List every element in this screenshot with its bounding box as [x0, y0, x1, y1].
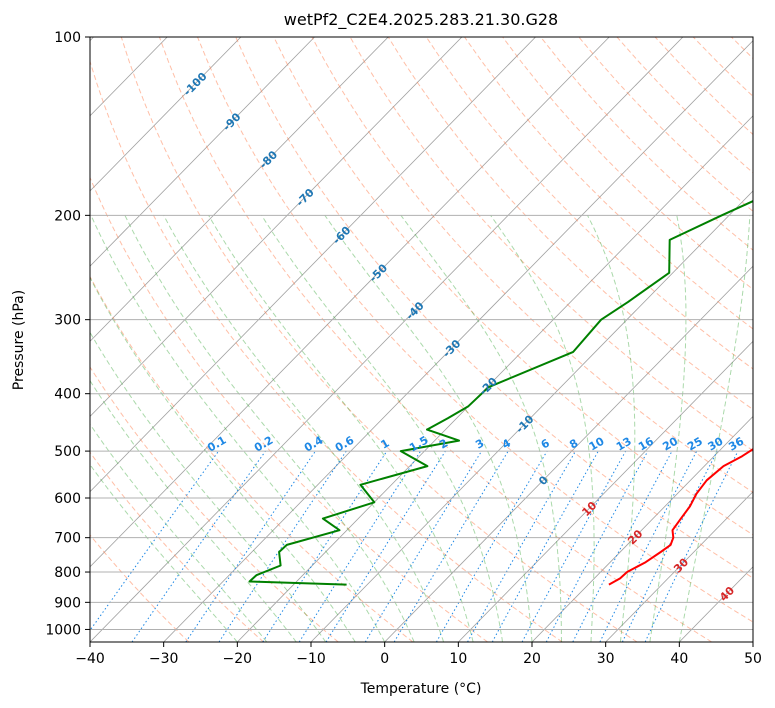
isotherm-line [531, 415, 753, 642]
y-tick-label: 100 [54, 30, 81, 46]
isotherm-line [458, 340, 753, 642]
isotherm-line [90, 37, 315, 267]
mixing-ratio-line [262, 450, 388, 642]
moist-adiabat-line [208, 215, 474, 642]
moist-adiabat-line [90, 423, 268, 642]
dry-adiabat-line [158, 37, 712, 642]
isotherm-line [90, 37, 463, 418]
plot-background [90, 37, 753, 642]
moist-adiabat-line [649, 215, 687, 642]
x-tick-label: 10 [449, 651, 467, 667]
isotherm-line [384, 265, 753, 642]
x-tick-label: −30 [149, 651, 179, 667]
y-axis-ticks: 100 200 300 400 500 600 700 800 900 1000 [45, 30, 90, 638]
isotherm-line [752, 641, 753, 642]
x-tick-label: −20 [223, 651, 253, 667]
isotherm-line [605, 491, 753, 642]
dry-adiabat-line [90, 59, 563, 642]
moist-adiabat-line [587, 215, 636, 642]
y-tick-label: 500 [54, 444, 81, 460]
isotherm-line [90, 37, 242, 192]
moist-adiabat-line [90, 276, 356, 642]
isotherm-line [163, 40, 753, 642]
moist-adiabat-line [90, 331, 327, 642]
dry-adiabat-line [273, 37, 753, 536]
dry-adiabat-line [387, 37, 753, 411]
mixing-ratio-line [467, 450, 577, 642]
y-tick-label: 1000 [45, 622, 81, 638]
temperature-profile-line [608, 447, 753, 586]
moist-adiabat-line [124, 215, 415, 642]
y-tick-label: 400 [54, 387, 81, 403]
profile-lines [248, 200, 753, 586]
moist-adiabat-line [90, 215, 386, 642]
dry-adiabat-line [90, 275, 414, 642]
x-tick-label: 40 [670, 651, 688, 667]
dry-adiabat-line [90, 534, 190, 642]
isotherm-line [90, 37, 536, 493]
dry-adiabat-line [502, 37, 753, 290]
isotherm-line [90, 37, 389, 342]
background-lines [90, 37, 775, 642]
dry-adiabat-line [311, 37, 753, 493]
y-tick-label: 200 [54, 208, 81, 224]
dewpoint-profile-line [248, 200, 753, 586]
dry-adiabat-line [120, 37, 638, 642]
mixing-ratio-line [298, 450, 422, 642]
isotherm-line [310, 190, 753, 642]
moist-adiabat-line [490, 215, 595, 642]
y-tick-label: 900 [54, 595, 81, 611]
x-tick-label: −40 [75, 651, 105, 667]
mixing-ratio-line [621, 450, 718, 642]
x-axis-label: Temperature (°C) [360, 681, 482, 697]
dry-adiabat-line [464, 37, 753, 330]
y-axis-label: Pressure (hPa) [11, 290, 27, 390]
mixing-ratio-line [131, 450, 266, 642]
y-tick-label: 800 [54, 565, 81, 581]
dry-adiabat-line [197, 37, 753, 623]
moist-adiabat-line [678, 215, 751, 642]
chart-title: wetPf2_C2E4.2025.283.21.30.G28 [284, 10, 558, 30]
mixing-ratio-line [491, 450, 599, 642]
plot-frame [89, 36, 754, 643]
mixing-ratio-line [599, 450, 698, 642]
mixing-ratio-line [545, 450, 649, 642]
isotherm-line [237, 115, 753, 642]
isotherm-line [90, 37, 610, 568]
x-tick-label: 20 [523, 651, 541, 667]
moist-adiabat-line [90, 463, 238, 642]
y-tick-label: 300 [54, 313, 81, 329]
x-tick-label: 50 [744, 651, 762, 667]
mixing-ratio-line [185, 450, 316, 642]
moist-adiabat-line [163, 215, 445, 642]
pressure-grid [90, 37, 753, 630]
mixing-ratio-line [364, 450, 483, 642]
x-axis-ticks: −40 −30 −20 −10 0 10 20 30 40 50 [75, 642, 762, 667]
dry-adiabat-line [235, 37, 753, 579]
mixing-ratio-line [521, 450, 627, 642]
isotherm-line [90, 37, 684, 642]
y-tick-label: 700 [54, 531, 81, 547]
moist-adiabat-line [261, 215, 503, 642]
x-tick-label: 30 [597, 651, 615, 667]
moist-adiabat-line [400, 215, 562, 642]
dry-adiabat-line [90, 366, 339, 642]
x-tick-label: 0 [380, 651, 389, 667]
mixing-ratio-line [90, 450, 220, 632]
dry-adiabat-line [770, 37, 775, 642]
mixing-ratio-line [218, 450, 347, 642]
x-tick-label: −10 [296, 651, 326, 667]
y-tick-label: 600 [54, 491, 81, 507]
